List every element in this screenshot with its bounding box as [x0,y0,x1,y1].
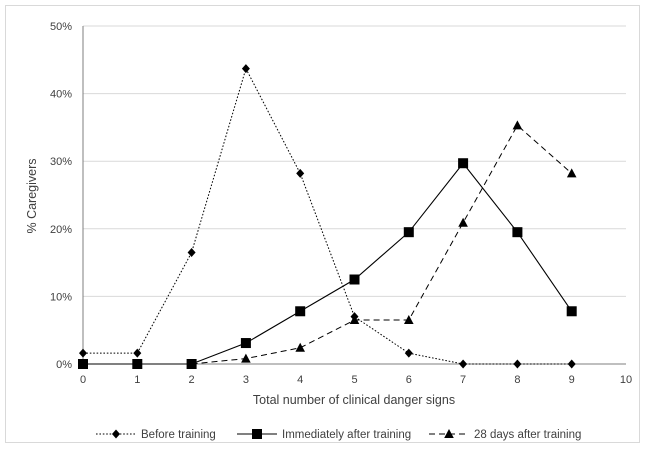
series-triangle [186,120,577,368]
legend-label: 28 days after training [474,429,581,441]
y-tick-label: 10% [50,291,72,303]
y-tick-label: 20% [50,224,72,236]
x-tick-label: 7 [460,374,466,386]
x-tick-label: 9 [569,374,575,386]
legend-item: 28 days after training [429,429,581,441]
legend-marker [112,429,120,439]
tick-labels: 0% 10% 20% 30% 40% 50% 0 1 2 3 4 5 6 7 8 9 10 [50,21,632,386]
x-tick-label: 10 [620,374,632,386]
data-point [512,227,523,238]
legend-marker [444,429,454,438]
data-point [78,359,88,369]
legend-marker [252,429,262,439]
gridlines [83,25,626,297]
data-point [241,64,250,74]
chart-frame [5,5,640,443]
x-tick-label: 6 [406,374,412,386]
data-point [295,342,305,352]
x-tick-label: 8 [514,374,520,386]
data-point [566,168,577,178]
series-square [78,158,577,369]
data-point [295,306,306,317]
y-tick-label: 40% [50,89,72,101]
data-point [458,217,468,227]
data-point [132,359,143,369]
legend-label: Before training [141,429,216,441]
data-point [512,120,523,130]
series-line [83,162,573,365]
x-tick-label: 5 [351,374,357,386]
data-point [296,168,305,178]
x-tick-label: 3 [243,374,249,386]
data-point [349,274,360,285]
data-point [566,306,577,317]
data-point [186,359,197,368]
data-point [187,247,196,257]
data-point [79,348,87,358]
data-point [567,359,576,369]
legend: Before training Immediately after trainin… [96,429,581,441]
series-layer [78,64,577,369]
data-point [133,348,142,358]
legend-item: Immediately after training [237,429,411,441]
legend-label: Immediately after training [282,429,411,441]
data-point [241,353,251,363]
y-tick-label: 0% [56,359,72,371]
data-point [513,359,522,369]
y-axis-title: % Caregivers [25,158,39,233]
data-point [404,348,413,358]
data-point [403,227,414,238]
x-axis-title: Total number of clinical danger signs [253,393,455,407]
x-tick-label: 1 [134,374,140,386]
x-tick-label: 2 [189,374,195,386]
legend-item: Before training [96,429,216,441]
series-diamond [79,64,576,369]
data-point [349,315,360,325]
y-tick-label: 50% [50,21,72,33]
series-line [191,124,573,365]
data-point [404,315,414,325]
y-tick-label: 30% [50,156,72,168]
data-point [458,158,469,169]
data-point [240,338,251,349]
x-tick-label: 4 [297,374,303,386]
data-point [459,359,468,369]
series-line [83,67,572,365]
x-tick-label: 0 [80,374,86,386]
